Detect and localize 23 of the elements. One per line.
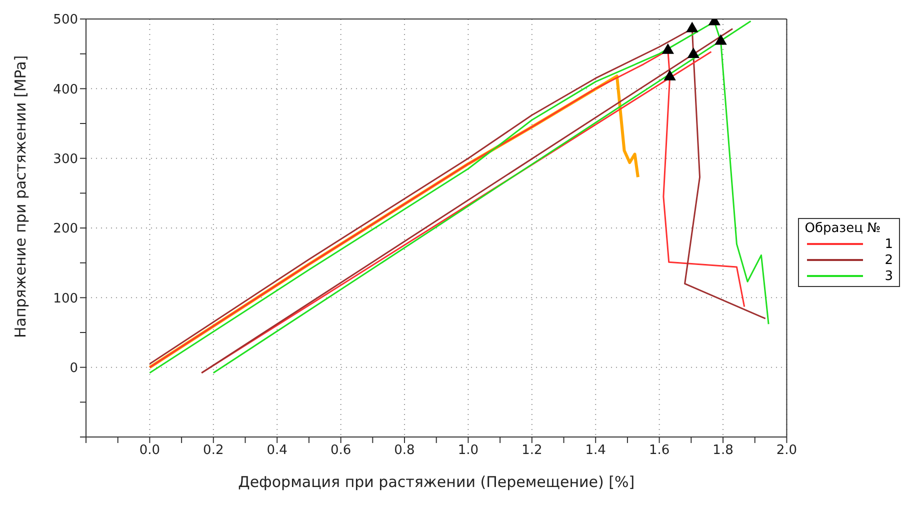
x-tick-label: 0.2 <box>203 443 224 458</box>
x-tick-label: 1.6 <box>648 443 670 458</box>
x-axis-title: Деформация при растяжении (Перемещение) [%] <box>238 473 635 491</box>
x-tick-label: 0.4 <box>266 443 288 458</box>
y-tick-label: 200 <box>53 222 78 237</box>
legend-label: 1 <box>884 236 893 252</box>
x-tick-label: 1.4 <box>585 443 606 458</box>
y-tick-label: 100 <box>53 291 78 306</box>
y-tick-label: 0 <box>70 360 78 376</box>
legend-label: 2 <box>884 252 893 268</box>
y-tick-label: 500 <box>53 12 78 28</box>
x-tick-label: 0.8 <box>394 443 415 458</box>
x-tick-label: 1.8 <box>712 443 734 458</box>
x-tick-label: 0.0 <box>139 443 160 458</box>
x-tick-label: 1.2 <box>522 443 542 458</box>
legend-label: 3 <box>884 268 893 284</box>
x-tick-label: 1.0 <box>458 443 479 458</box>
y-tick-label: 400 <box>53 82 78 98</box>
legend-title: Образец № <box>804 221 882 236</box>
x-tick-label: 0.6 <box>330 443 352 458</box>
y-tick-label: 300 <box>53 152 78 167</box>
y-axis-title: Напряжение при растяжении [MPa] <box>11 55 30 338</box>
x-tick-label: 2.0 <box>776 443 798 458</box>
